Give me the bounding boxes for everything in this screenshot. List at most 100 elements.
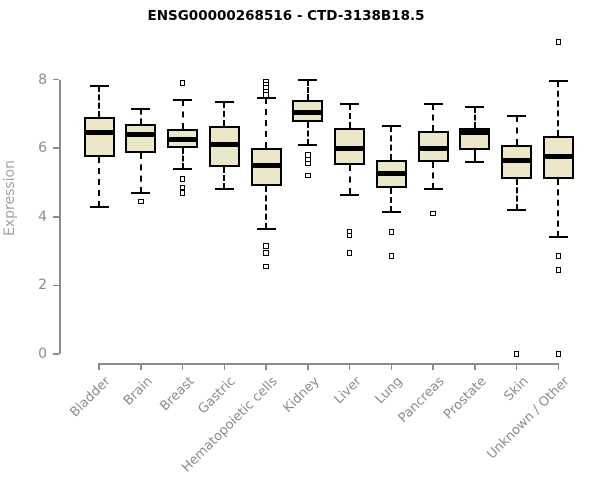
whisker-lower-pancreas (432, 161, 434, 190)
whisker-upper-hematopoietic-cells (265, 98, 267, 149)
box-bladder (83, 117, 115, 157)
box-brain (125, 124, 157, 154)
whisker-upper-breast (181, 100, 184, 130)
x-tick-breast (181, 363, 184, 370)
whisker-cap-lower-unknown-other (548, 236, 568, 239)
y-tick-label: 2 (38, 277, 47, 294)
whisker-cap-lower-breast (173, 167, 192, 170)
whisker-cap-upper-hematopoietic-cells (256, 97, 276, 100)
outlier-point-lung (388, 229, 394, 235)
y-tick (53, 284, 59, 287)
outlier-point-breast (179, 80, 186, 86)
whisker-cap-lower-liver (340, 193, 359, 196)
outlier-point-lung (388, 253, 394, 259)
y-tick (53, 78, 59, 81)
median-line-gastric (208, 142, 240, 148)
y-tick (53, 353, 59, 355)
whisker-upper-liver (348, 103, 351, 128)
median-line-skin (501, 157, 532, 163)
x-tick-kidney (307, 363, 309, 370)
median-line-lung (375, 171, 407, 177)
y-axis-line (59, 79, 61, 354)
y-tick (53, 216, 59, 218)
y-tick-label: 0 (38, 346, 47, 362)
whisker-cap-upper-kidney (298, 78, 318, 81)
whisker-upper-unknown-other (557, 81, 560, 137)
median-line-brain (125, 131, 157, 137)
whisker-lower-kidney (306, 122, 309, 145)
whisker-cap-lower-brain (131, 191, 151, 194)
x-tick-prostate (474, 363, 476, 370)
whisker-cap-lower-kidney (298, 143, 318, 146)
y-tick-label: 6 (38, 140, 47, 157)
outlier-point-hematopoietic-cells (263, 243, 269, 249)
whisker-upper-brain (139, 108, 142, 125)
whisker-lower-unknown-other (557, 179, 560, 238)
median-line-hematopoietic-cells (250, 162, 282, 168)
whisker-cap-lower-skin (507, 208, 526, 211)
whisker-lower-gastric (223, 167, 226, 190)
outlier-point-skin (513, 351, 520, 357)
whisker-lower-prostate (473, 149, 476, 162)
y-tick-label: 8 (38, 71, 47, 88)
whisker-cap-upper-breast (173, 99, 192, 102)
whisker-upper-pancreas (432, 103, 434, 132)
whisker-cap-lower-prostate (465, 160, 485, 163)
outlier-point-kidney (305, 152, 311, 158)
whisker-lower-bladder (98, 156, 100, 207)
x-tick-unknown-other (557, 363, 559, 370)
outlier-point-unknown-other (555, 39, 561, 45)
whisker-lower-liver (348, 165, 351, 195)
whisker-cap-lower-lung (381, 210, 401, 213)
whisker-upper-bladder (98, 86, 100, 118)
whisker-cap-upper-lung (381, 124, 401, 127)
x-tick-bladder (98, 363, 100, 370)
whisker-cap-upper-bladder (89, 85, 109, 88)
outlier-point-liver (346, 232, 353, 239)
outlier-point-brain (138, 198, 144, 205)
outlier-point-pancreas (430, 210, 436, 217)
whisker-upper-prostate (473, 107, 476, 128)
whisker-cap-upper-prostate (465, 106, 485, 109)
outlier-point-unknown-other (555, 351, 561, 357)
x-tick-lung (390, 363, 392, 370)
median-line-bladder (83, 130, 115, 136)
whisker-upper-skin (515, 115, 518, 145)
outlier-point-hematopoietic-cells (263, 250, 269, 256)
whisker-cap-upper-brain (131, 107, 151, 110)
x-tick-gastric (223, 363, 225, 370)
x-tick-hematopoietic-cells (265, 363, 267, 370)
whisker-lower-brain (139, 153, 142, 193)
outlier-point-breast (179, 190, 186, 196)
median-line-kidney (292, 109, 324, 115)
x-tick-liver (348, 363, 351, 370)
outlier-point-unknown-other (555, 267, 561, 273)
median-line-pancreas (417, 145, 449, 151)
outlier-point-liver (346, 250, 353, 256)
whisker-upper-lung (390, 125, 393, 161)
median-line-prostate (459, 130, 491, 136)
x-tick-brain (140, 363, 142, 370)
whisker-lower-lung (390, 187, 393, 212)
whisker-lower-breast (181, 148, 184, 169)
whisker-cap-upper-gastric (214, 100, 234, 103)
x-tick-pancreas (432, 363, 434, 370)
x-tick-skin (515, 363, 518, 370)
x-axis-line (98, 363, 560, 365)
outlier-point-hematopoietic-cells (263, 92, 269, 98)
median-line-unknown-other (542, 154, 574, 160)
chart-title: ENSG00000268516 - CTD-3138B18.5 (147, 8, 425, 24)
whisker-upper-kidney (306, 79, 309, 101)
y-tick (53, 147, 59, 149)
outlier-point-breast (179, 184, 186, 191)
outlier-point-hematopoietic-cells (263, 263, 269, 270)
outlier-point-kidney (305, 160, 311, 167)
y-tick-label: 4 (38, 208, 47, 225)
outlier-point-breast (179, 176, 186, 182)
whisker-cap-upper-liver (340, 102, 359, 105)
whisker-cap-lower-gastric (214, 188, 234, 191)
whisker-cap-lower-pancreas (423, 188, 443, 191)
whisker-cap-lower-bladder (89, 205, 109, 208)
